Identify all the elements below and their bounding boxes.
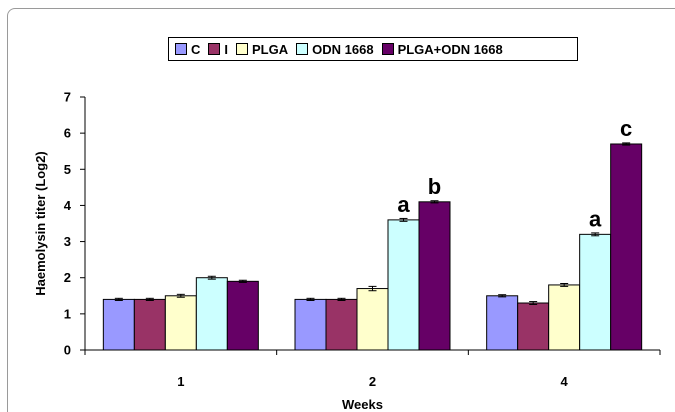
legend-swatch (208, 43, 221, 55)
legend-item: C (175, 42, 200, 57)
y-tick-label: 1 (64, 306, 71, 321)
bar (164, 295, 197, 351)
y-tick-label: 0 (64, 343, 71, 358)
y-tick-label: 6 (64, 126, 71, 141)
legend-item: PLGA+ODN 1668 (381, 41, 503, 57)
bar (517, 302, 550, 351)
bar (133, 298, 166, 351)
bar (294, 298, 327, 351)
legend-label: C (191, 41, 201, 57)
significance-label: c (620, 116, 632, 141)
legend-label: I (224, 41, 229, 57)
bar (418, 201, 451, 351)
legend-swatch (236, 43, 249, 55)
legend-item: PLGA (236, 42, 288, 57)
significance-label: a (589, 206, 602, 231)
significance-label: b (428, 174, 441, 199)
legend-label: ODN 1668 (312, 41, 374, 57)
bar (325, 298, 358, 351)
bar (486, 295, 519, 351)
y-tick-label: 5 (64, 162, 71, 177)
legend-label: PLGA+ODN 1668 (397, 41, 503, 57)
y-tick-label: 3 (64, 234, 71, 249)
legend-swatch (175, 43, 187, 55)
legend-label: PLGA (252, 41, 289, 57)
bar (195, 277, 228, 351)
legend-swatch (296, 43, 309, 55)
legend-swatch (381, 43, 394, 55)
chart-legend: C I PLGA ODN 1668 PLGA+ODN 1668 (168, 37, 578, 61)
x-tick-label: 4 (561, 374, 569, 389)
y-tick-label: 7 (64, 90, 71, 105)
bar (579, 233, 612, 351)
bar (387, 219, 420, 351)
y-axis-title: Haemolysin titer (Log2) (33, 151, 48, 295)
x-tick-label: 1 (177, 374, 184, 389)
y-tick-label: 2 (64, 270, 71, 285)
bar (356, 288, 389, 351)
x-tick-label: 2 (369, 374, 376, 389)
bar (226, 280, 259, 351)
y-tick-label: 4 (64, 198, 72, 213)
chart-frame (7, 8, 675, 412)
bar (102, 298, 135, 351)
significance-label: a (397, 192, 410, 217)
bar (548, 284, 581, 351)
legend-item: I (208, 42, 228, 57)
legend-item: ODN 1668 (296, 41, 374, 57)
x-axis-title: Weeks (342, 397, 383, 412)
bar (610, 143, 643, 351)
